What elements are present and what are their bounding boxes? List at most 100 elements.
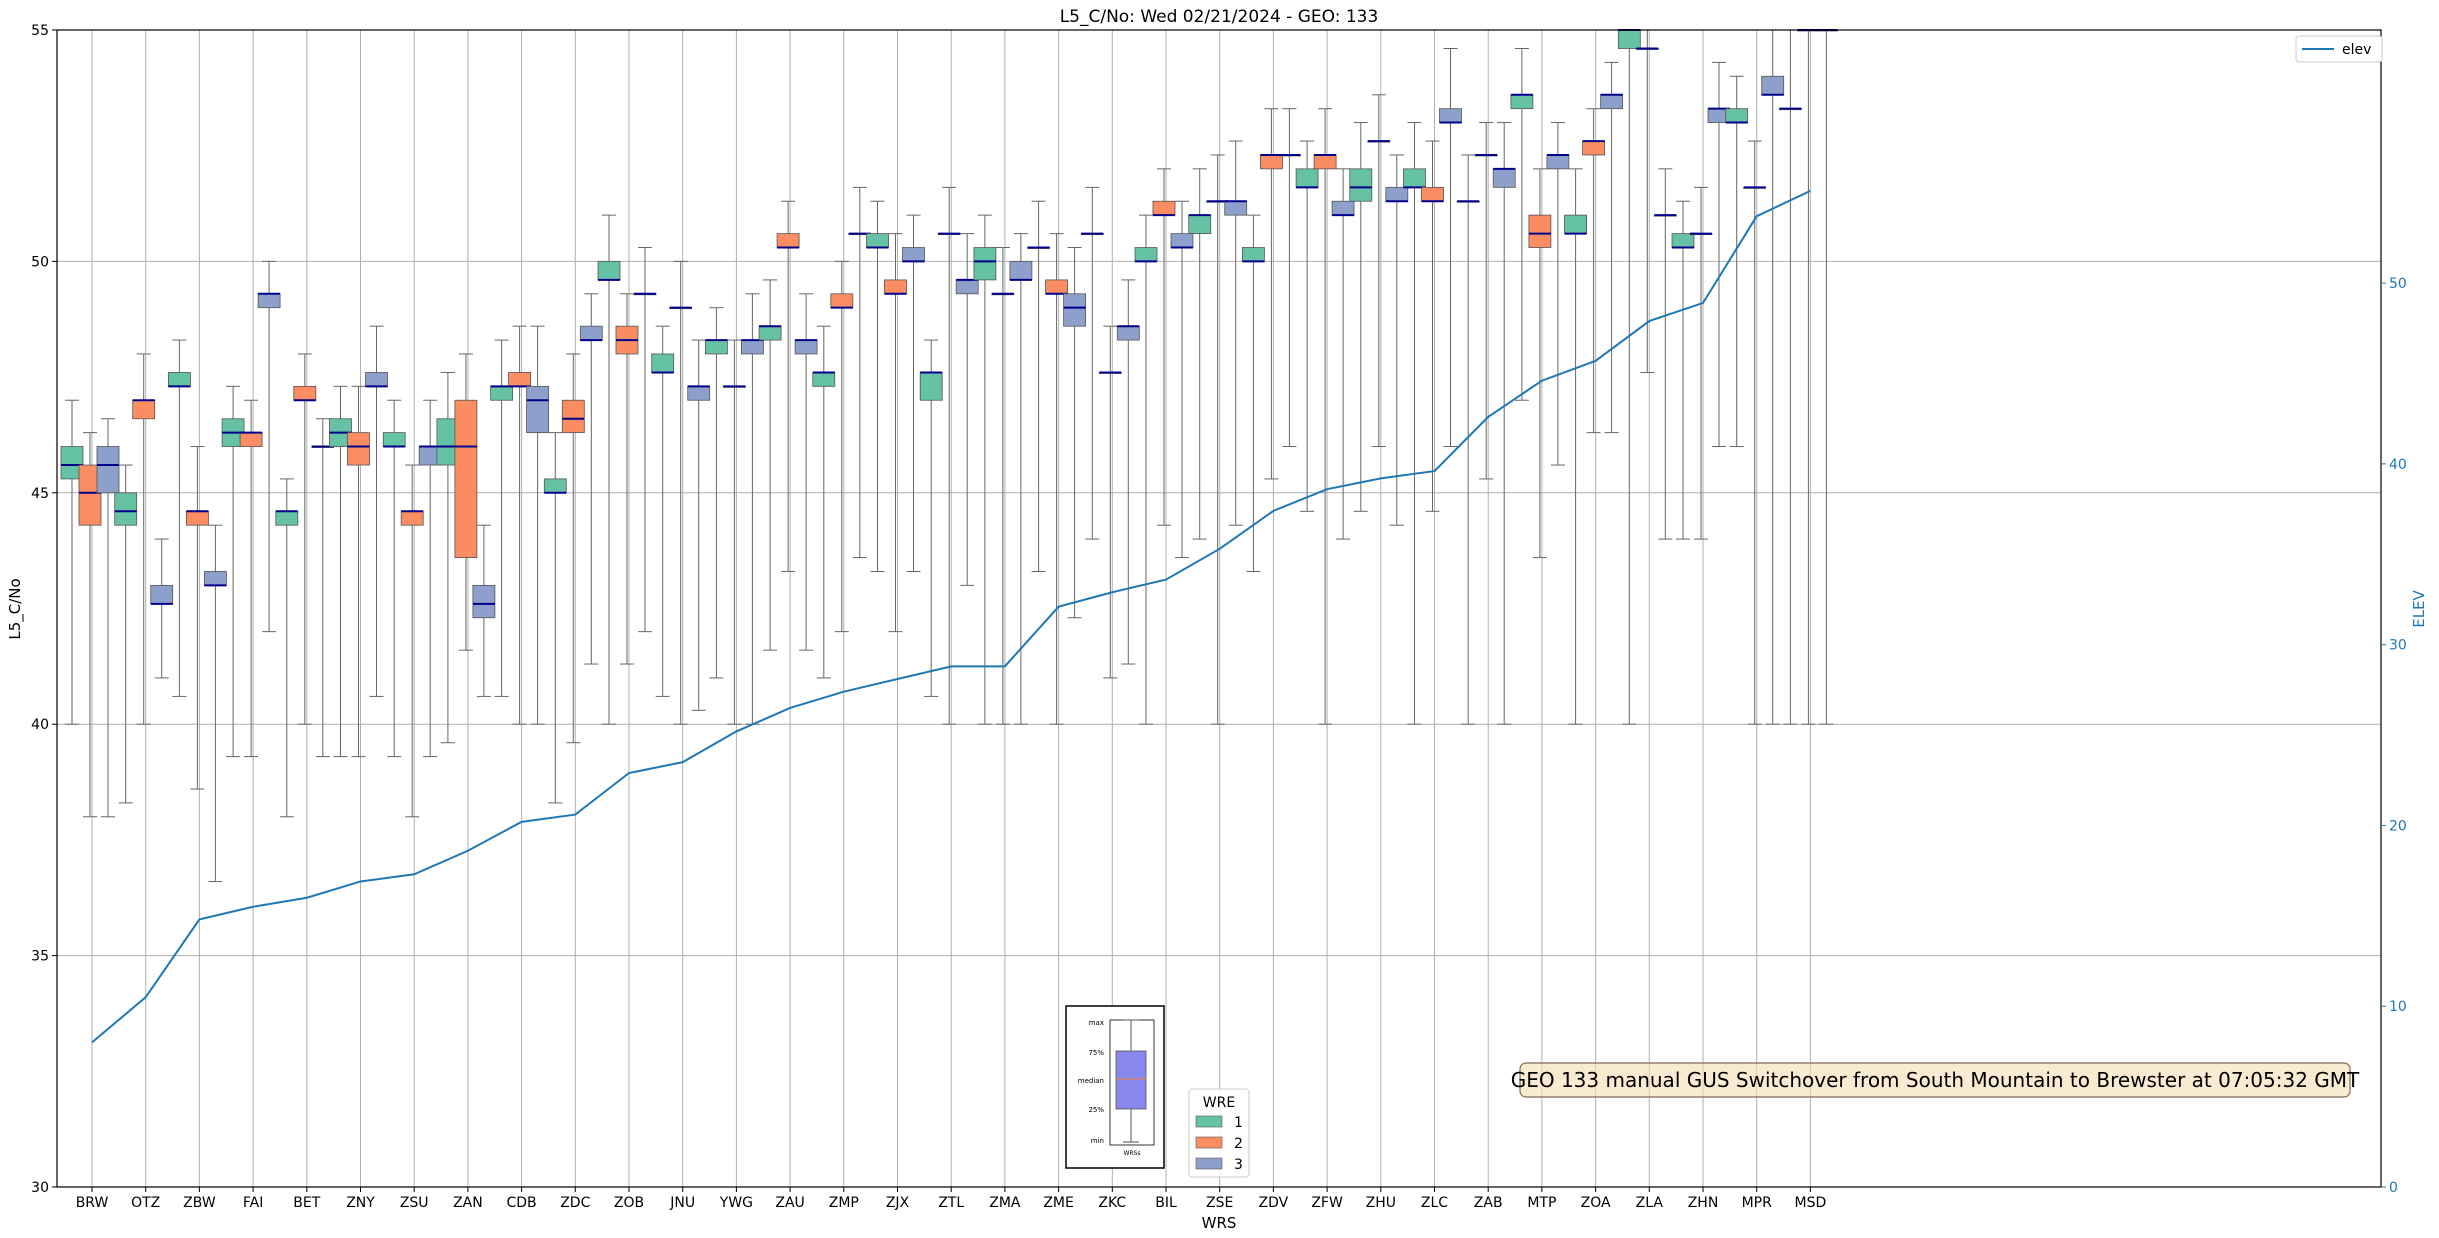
x-tick-label-ZAU: ZAU bbox=[775, 1195, 804, 1211]
box-iqr bbox=[257, 293, 281, 309]
box-iqr bbox=[919, 372, 943, 401]
box-JNU-wre3 bbox=[687, 339, 711, 711]
x-tick-label-OTZ: OTZ bbox=[131, 1195, 160, 1211]
box-iqr bbox=[705, 339, 728, 355]
box-iqr bbox=[1439, 108, 1462, 123]
x-tick-label-BET: BET bbox=[293, 1195, 320, 1211]
box-iqr bbox=[741, 339, 764, 355]
box-BRW-wre1 bbox=[60, 399, 84, 725]
box-ZBW-wre1 bbox=[167, 339, 191, 697]
box-BIL-wre2 bbox=[1152, 168, 1176, 526]
wre-legend-label-2: 2 bbox=[1234, 1136, 1243, 1152]
box-iqr bbox=[490, 385, 514, 401]
box-iqr bbox=[1224, 200, 1248, 216]
box-MSD-wre1 bbox=[1779, 29, 1802, 725]
key-label-q1: 25% bbox=[1088, 1106, 1104, 1114]
box-ZMA-wre1 bbox=[973, 214, 997, 725]
wre-legend: WRE 1 2 3 bbox=[1188, 1088, 1250, 1178]
box-BET-wre3 bbox=[311, 418, 335, 758]
box-ZHN-wre3 bbox=[1707, 61, 1731, 448]
x-tick-label-CDB: CDB bbox=[507, 1195, 537, 1211]
box-ZAU-wre1 bbox=[758, 279, 782, 651]
box-ZDC-wre2 bbox=[561, 353, 585, 744]
box-ZDC-wre1 bbox=[543, 432, 567, 804]
box-iqr bbox=[472, 584, 496, 619]
box-iqr bbox=[902, 247, 925, 262]
box-ZOA-wre2 bbox=[1582, 108, 1605, 434]
box-iqr bbox=[561, 399, 585, 434]
box-iqr bbox=[185, 510, 209, 526]
box-iqr bbox=[884, 279, 907, 295]
box-ZME-wre1 bbox=[1027, 200, 1050, 572]
box-ZOA-wre3 bbox=[1600, 61, 1623, 434]
box-ZLA-wre1 bbox=[1617, 29, 1641, 725]
box-iqr bbox=[1600, 94, 1623, 110]
box-MPR-wre1 bbox=[1725, 75, 1749, 448]
box-iqr bbox=[454, 399, 478, 558]
box-iqr bbox=[382, 432, 406, 447]
box-ZHN-wre2 bbox=[1689, 186, 1713, 540]
box-BRW-wre3 bbox=[96, 418, 120, 818]
box-BET-wre1 bbox=[275, 478, 299, 818]
box-OTZ-wre1 bbox=[114, 464, 138, 804]
box-ZBW-wre3 bbox=[203, 524, 227, 883]
box-CDB-wre1 bbox=[490, 339, 514, 697]
boxplot-key-legend: max 75% median 25% min WRSs bbox=[1065, 1005, 1165, 1169]
box-FAI-wre1 bbox=[221, 385, 245, 758]
box-iqr bbox=[651, 353, 675, 373]
box-ZLC-wre2 bbox=[1421, 140, 1444, 512]
box-MPR-wre3 bbox=[1761, 29, 1785, 725]
box-iqr bbox=[1421, 186, 1444, 202]
x-tick-label-ZLC: ZLC bbox=[1421, 1195, 1448, 1211]
y-tick-label: 50 bbox=[31, 254, 49, 270]
box-iqr bbox=[400, 510, 424, 526]
box-ZSE-wre3 bbox=[1224, 140, 1248, 526]
box-ZSU-wre2 bbox=[400, 464, 424, 818]
x-tick-label-ZMP: ZMP bbox=[829, 1195, 859, 1211]
x-tick-label-ZHN: ZHN bbox=[1688, 1195, 1719, 1211]
x-tick-label-ZME: ZME bbox=[1043, 1195, 1074, 1211]
y-tick-label: 30 bbox=[31, 1180, 49, 1196]
box-ZNY-wre3 bbox=[365, 325, 388, 697]
y-tick-label: 55 bbox=[31, 23, 49, 39]
x-tick-label-MTP: MTP bbox=[1527, 1195, 1556, 1211]
x-tick-label-ZAB: ZAB bbox=[1474, 1195, 1503, 1211]
box-iqr bbox=[1170, 233, 1194, 248]
box-ZAU-wre2 bbox=[776, 200, 800, 572]
box-iqr bbox=[830, 293, 854, 309]
box-iqr bbox=[60, 446, 84, 480]
box-ZSE-wre1 bbox=[1188, 168, 1212, 540]
x-tick-label-MSD: MSD bbox=[1795, 1195, 1827, 1211]
key-label-q3: 75% bbox=[1088, 1049, 1104, 1057]
x-tick-label-ZNY: ZNY bbox=[346, 1195, 375, 1211]
box-ZTL-wre1 bbox=[919, 339, 943, 697]
box-iqr bbox=[866, 233, 889, 248]
x-tick-label-ZAN: ZAN bbox=[453, 1195, 483, 1211]
box-iqr bbox=[1116, 325, 1140, 341]
y2-tick-label: 30 bbox=[2389, 638, 2407, 654]
y2-axis-label: ELEV bbox=[2410, 589, 2428, 627]
box-ZDV-wre2 bbox=[1260, 108, 1283, 480]
box-iqr bbox=[1546, 154, 1570, 170]
box-ZHU-wre1 bbox=[1349, 122, 1373, 512]
x-tick-label-MPR: MPR bbox=[1742, 1195, 1773, 1211]
y2-tick-label: 10 bbox=[2389, 999, 2407, 1015]
box-iqr bbox=[114, 492, 138, 526]
box-iqr bbox=[1045, 279, 1068, 295]
box-ZAN-wre3 bbox=[472, 524, 496, 697]
box-JNU-wre2 bbox=[669, 260, 693, 725]
box-iqr bbox=[1349, 168, 1373, 202]
box-ZAB-wre2 bbox=[1474, 122, 1498, 480]
box-ZMA-wre2 bbox=[991, 247, 1015, 725]
axis-layer: 30 35 40 45 50 55 0 10 20 30 40 50 BRW OTZ ZBW FAI BET ZN… bbox=[31, 23, 2407, 1211]
box-FAI-wre2 bbox=[239, 399, 263, 758]
elev-legend-label: elev bbox=[2342, 42, 2371, 58]
x-tick-label-ZOA: ZOA bbox=[1581, 1195, 1611, 1211]
x-tick-label-ZSU: ZSU bbox=[400, 1195, 429, 1211]
y2-tick-label: 0 bbox=[2389, 1180, 2398, 1196]
box-iqr bbox=[1582, 140, 1605, 156]
box-layer bbox=[60, 29, 1838, 883]
box-iqr bbox=[1260, 154, 1283, 170]
x-tick-label-ZSE: ZSE bbox=[1206, 1195, 1233, 1211]
box-ZME-wre3 bbox=[1063, 247, 1086, 619]
